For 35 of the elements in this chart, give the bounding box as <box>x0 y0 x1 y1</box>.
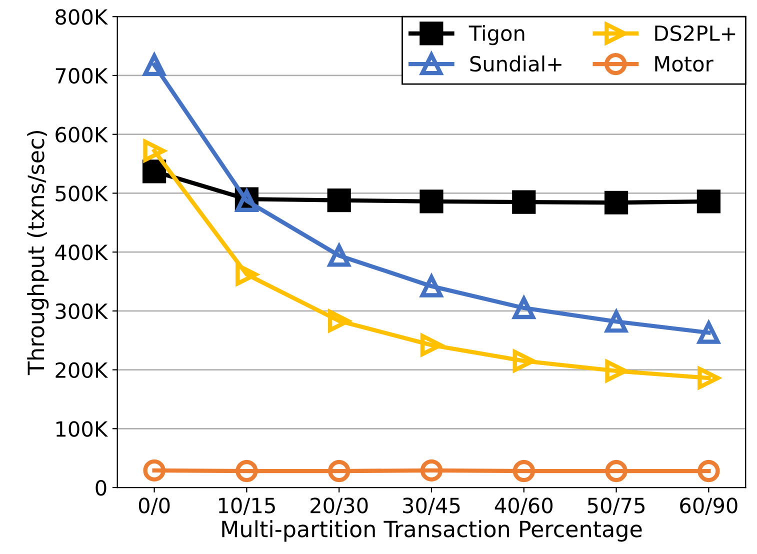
point <box>698 460 720 482</box>
x-tick-label: 20/30 <box>310 498 368 516</box>
point <box>142 160 166 184</box>
point <box>420 190 444 214</box>
y-tick-label: 600K <box>56 126 108 143</box>
point <box>512 190 536 214</box>
y-tick-label: 400K <box>55 244 108 260</box>
x-tick-label: 40/60 <box>494 498 553 516</box>
x-tick-label: 60/90 <box>680 498 738 516</box>
y-tick-label: 500K <box>56 186 108 202</box>
y-tick-label: 0 <box>96 480 106 496</box>
point <box>605 460 628 482</box>
legend-label: Motor <box>655 56 714 72</box>
y-tick-label: 200K <box>56 362 108 378</box>
x-tick-label: 0/0 <box>138 498 170 516</box>
point <box>696 190 720 214</box>
x-tick-label: 50/75 <box>588 498 644 516</box>
point <box>604 190 628 214</box>
y-tick-label: 100K <box>56 421 108 437</box>
point <box>512 460 535 482</box>
y-tick-label: 700K <box>56 68 108 84</box>
y-tick-label: 800K <box>56 9 108 25</box>
point <box>143 459 166 482</box>
point <box>236 460 258 482</box>
point <box>328 460 350 482</box>
y-axis-title: Throughput (txns/sec) <box>27 131 49 376</box>
point <box>420 459 443 482</box>
legend-label: Sundial+ <box>470 56 562 72</box>
point <box>327 188 351 212</box>
x-axis-title: Multi-partition Transaction Percentage <box>222 520 642 542</box>
x-tick-label: 30/45 <box>403 498 460 516</box>
y-tick-label: 300K <box>56 303 108 320</box>
x-tick-label: 10/15 <box>218 498 275 516</box>
legend-label: DS2PL+ <box>655 25 736 42</box>
legend-label: Tigon <box>468 24 524 46</box>
